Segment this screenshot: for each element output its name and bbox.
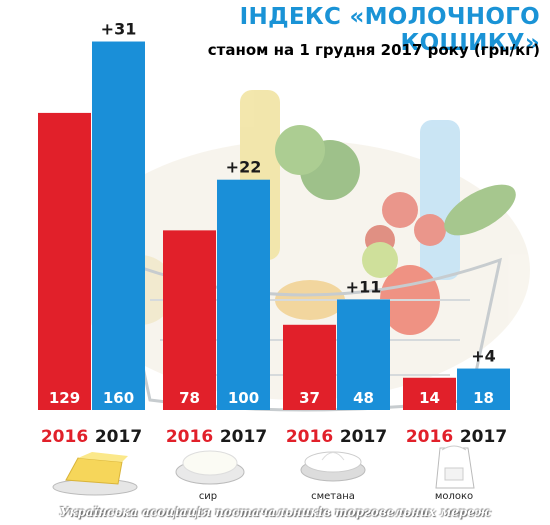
bar-2016-2 (283, 324, 336, 410)
delta-label: +31 (101, 20, 137, 39)
year-label: 2017 (340, 427, 387, 447)
value-label: 18 (473, 389, 494, 407)
delta-label: +22 (226, 158, 262, 177)
chart-title: ІНДЕКС «МОЛОЧНОГО КОШИКУ» (239, 4, 540, 56)
category-label: молоко (435, 491, 473, 502)
category-label: сир (199, 491, 217, 502)
bar-2017-0 (92, 41, 145, 411)
bar-2017-1 (217, 179, 270, 410)
year-label: 2017 (220, 427, 267, 447)
value-label: 48 (353, 389, 374, 407)
footer-association-name: Українська асоціація постачальників торг… (59, 505, 491, 519)
delta-label: +4 (471, 347, 496, 366)
year-label: 2016 (41, 427, 88, 447)
value-label: 78 (179, 389, 200, 407)
value-label: 37 (299, 389, 320, 407)
value-label: 14 (419, 389, 440, 407)
year-label: 2016 (286, 427, 333, 447)
cottage-cheese-icon (175, 450, 245, 485)
year-label: 2016 (166, 427, 213, 447)
bar-2017-2 (337, 299, 390, 410)
bar-2016-1 (163, 230, 216, 410)
sour-cream-icon (300, 451, 366, 482)
butter-icon (52, 452, 138, 496)
bar-2017-3 (457, 368, 510, 410)
year-label: 2016 (406, 427, 453, 447)
year-label: 2017 (95, 427, 142, 447)
bar-2016-0 (38, 112, 91, 410)
value-label: 129 (49, 389, 80, 407)
delta-label: +11 (346, 277, 382, 296)
bar-2016-3 (403, 377, 456, 410)
year-label: 2017 (460, 427, 507, 447)
chart-subtitle: станом на 1 грудня 2017 року (грн/кг) (207, 41, 540, 59)
category-label: сметана (311, 491, 355, 502)
value-label: 160 (103, 389, 134, 407)
milk-icon (435, 445, 475, 489)
value-label: 100 (228, 389, 259, 407)
